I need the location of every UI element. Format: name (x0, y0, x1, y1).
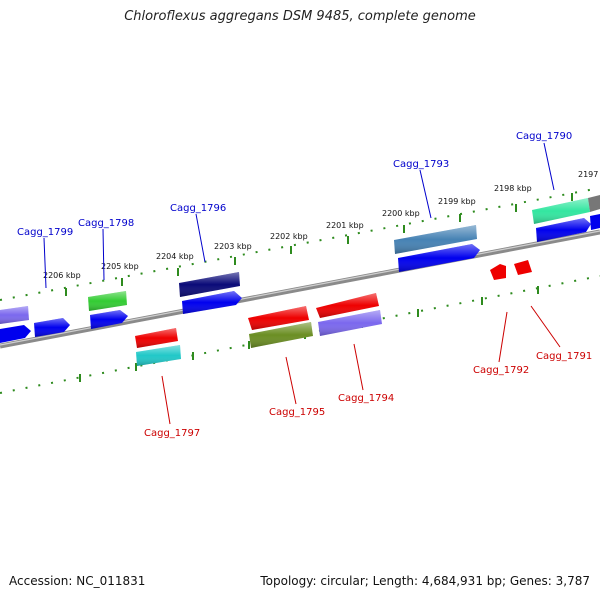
map-title: Chloroflexus aggregans DSM 9485, complet… (124, 9, 476, 24)
scale-label: 2198 kbp (494, 184, 532, 193)
scale-label: 2204 kbp (156, 252, 194, 261)
gene-block-grey-edge (588, 195, 600, 212)
leader-lines (43, 142, 561, 425)
scale-label: 2206 kbp (43, 271, 81, 280)
outer-gene-blocks (0, 195, 600, 324)
scale-label: 2201 kbp (326, 221, 364, 230)
accession-text: Accession: NC_011831 (9, 574, 146, 588)
scale-label: 2197 kbp (578, 170, 600, 179)
forward-gene-arrows (0, 214, 600, 343)
gene-label: Cagg_1796 (170, 203, 226, 214)
scale-label: 2202 kbp (270, 232, 308, 241)
major-ticks (65, 193, 573, 296)
scale-label: 2205 kbp (101, 262, 139, 271)
reverse-gene-labels: Cagg_1791 Cagg_1792 Cagg_1794 Cagg_1795 … (144, 351, 592, 439)
gene-label: Cagg_1791 (536, 351, 592, 362)
gene-block-cagg-1792 (490, 264, 506, 280)
outer-tick-track (0, 187, 600, 301)
forward-arrow (0, 325, 31, 343)
forward-arrow (590, 214, 600, 230)
gene-label: Cagg_1795 (269, 407, 325, 418)
scale-label: 2203 kbp (214, 242, 252, 251)
gene-label: Cagg_1799 (17, 227, 73, 238)
gene-label: Cagg_1792 (473, 365, 529, 376)
gene-label: Cagg_1793 (393, 159, 449, 170)
gene-label: Cagg_1794 (338, 393, 394, 404)
gene-label: Cagg_1797 (144, 428, 200, 439)
gene-label: Cagg_1790 (516, 131, 572, 142)
scale-label: 2200 kbp (382, 209, 420, 218)
gene-block-cagg-1791 (514, 260, 532, 275)
scale-labels: 2197 kbp 2198 kbp 2199 kbp 2200 kbp 2201… (43, 170, 600, 280)
genome-summary-text: Topology: circular; Length: 4,684,931 bp… (260, 574, 590, 588)
gene-label: Cagg_1798 (78, 218, 134, 229)
scale-label: 2199 kbp (438, 197, 476, 206)
forward-gene-labels: Cagg_1790 Cagg_1793 Cagg_1796 Cagg_1798 … (17, 131, 572, 238)
reverse-gene-arrows (135, 260, 532, 366)
